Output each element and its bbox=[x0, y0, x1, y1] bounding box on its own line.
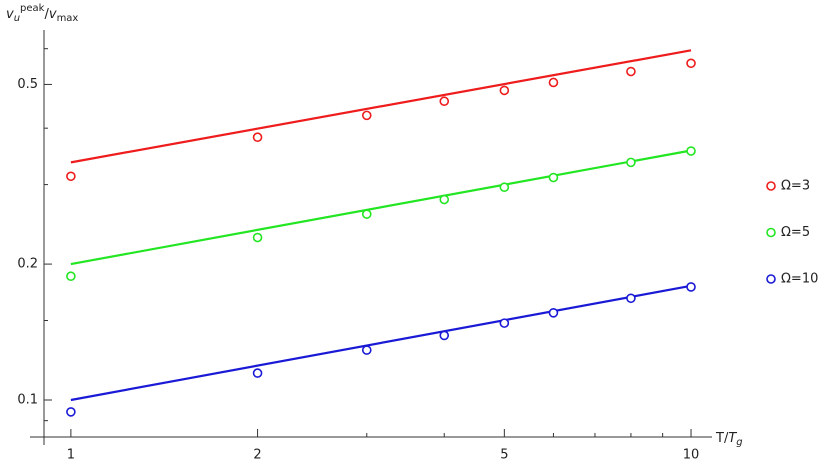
fit-line bbox=[70, 149, 692, 266]
y-label-part: u bbox=[14, 13, 20, 24]
x-label-part: g bbox=[736, 437, 742, 448]
point bbox=[548, 172, 559, 183]
fit-line bbox=[70, 284, 692, 402]
point bbox=[66, 171, 76, 182]
legend-marker bbox=[766, 274, 776, 284]
y-axis-label: vupeak/vmax bbox=[6, 3, 78, 24]
point bbox=[548, 308, 559, 318]
point bbox=[499, 318, 510, 328]
point bbox=[499, 182, 510, 193]
point bbox=[252, 232, 263, 243]
y-tick-label: 0.1 bbox=[17, 392, 38, 407]
y-tick-label: 0.2 bbox=[17, 257, 38, 272]
point bbox=[686, 282, 696, 292]
point bbox=[686, 58, 696, 69]
point bbox=[548, 77, 559, 88]
point bbox=[252, 368, 263, 378]
point bbox=[252, 132, 263, 143]
y-label-part: v bbox=[49, 7, 57, 22]
point bbox=[499, 85, 510, 96]
point bbox=[439, 194, 450, 205]
legend-label: Ω=5 bbox=[781, 225, 810, 240]
x-label-part: T/ bbox=[715, 431, 729, 446]
y-label-part: max bbox=[57, 13, 79, 24]
point bbox=[439, 96, 450, 107]
point bbox=[361, 209, 372, 219]
fit-line bbox=[70, 49, 692, 164]
point bbox=[686, 146, 696, 156]
point bbox=[439, 330, 450, 341]
point bbox=[626, 293, 636, 304]
point bbox=[361, 110, 372, 121]
y-tick-label: 0.5 bbox=[17, 77, 38, 92]
y-label-part: v bbox=[6, 7, 14, 22]
point bbox=[626, 157, 636, 168]
x-tick-label: 2 bbox=[253, 448, 261, 463]
point bbox=[361, 345, 372, 355]
x-tick-label: 10 bbox=[683, 448, 700, 463]
x-tick-label: 1 bbox=[67, 448, 75, 463]
y-label-part: / bbox=[44, 7, 49, 22]
point bbox=[66, 407, 76, 417]
legend-marker bbox=[766, 227, 776, 238]
y-label-part: peak bbox=[20, 3, 45, 14]
x-label-part: T bbox=[728, 431, 737, 446]
legend-marker bbox=[766, 181, 776, 191]
point bbox=[626, 66, 636, 77]
point bbox=[66, 271, 76, 282]
x-tick-label: 5 bbox=[500, 448, 508, 463]
x-axis-label: T/Tg bbox=[715, 431, 743, 449]
legend-label: Ω=3 bbox=[781, 179, 810, 194]
legend-label: Ω=10 bbox=[781, 272, 818, 287]
